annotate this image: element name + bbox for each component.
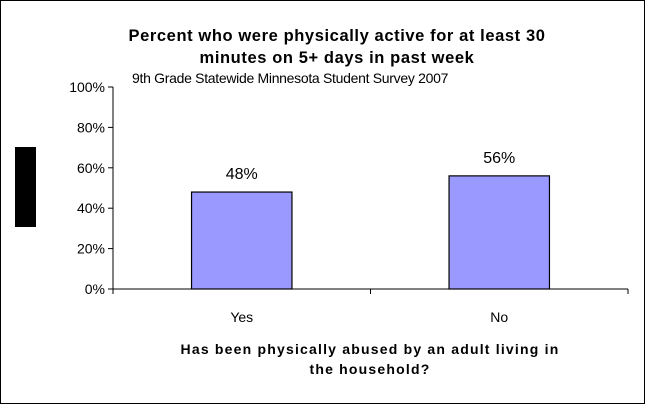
- bars: [190, 175, 551, 290]
- bar-value-label: 56%: [483, 150, 515, 167]
- x-category-label: Yes: [230, 309, 253, 325]
- y-tick-label: 60%: [77, 160, 105, 176]
- chart-subtitle: 9th Grade Statewide Minnesota Student Su…: [132, 70, 449, 86]
- y-tick-label: 100%: [69, 79, 105, 95]
- data-labels: 48% 56%: [226, 150, 516, 183]
- y-tick-label: 40%: [77, 200, 105, 216]
- y-tick-label: 80%: [77, 119, 105, 135]
- y-tick-label: 0%: [85, 281, 105, 297]
- left-edge-marker: [15, 147, 36, 227]
- y-axis: 0% 20% 40% 60% 80% 100%: [69, 79, 114, 297]
- y-tick-label: 20%: [77, 241, 105, 257]
- x-axis-title-line-2: the household?: [309, 361, 430, 377]
- chart-title-line-1: Percent who were physically active for a…: [128, 27, 545, 45]
- bar-value-label: 48%: [226, 166, 258, 183]
- chart-title-line-2: minutes on 5+ days in past week: [200, 49, 475, 67]
- x-category-label: No: [490, 309, 508, 325]
- x-axis-title-line-1: Has been physically abused by an adult l…: [181, 341, 560, 357]
- bar: [190, 191, 293, 290]
- bar: [448, 175, 551, 290]
